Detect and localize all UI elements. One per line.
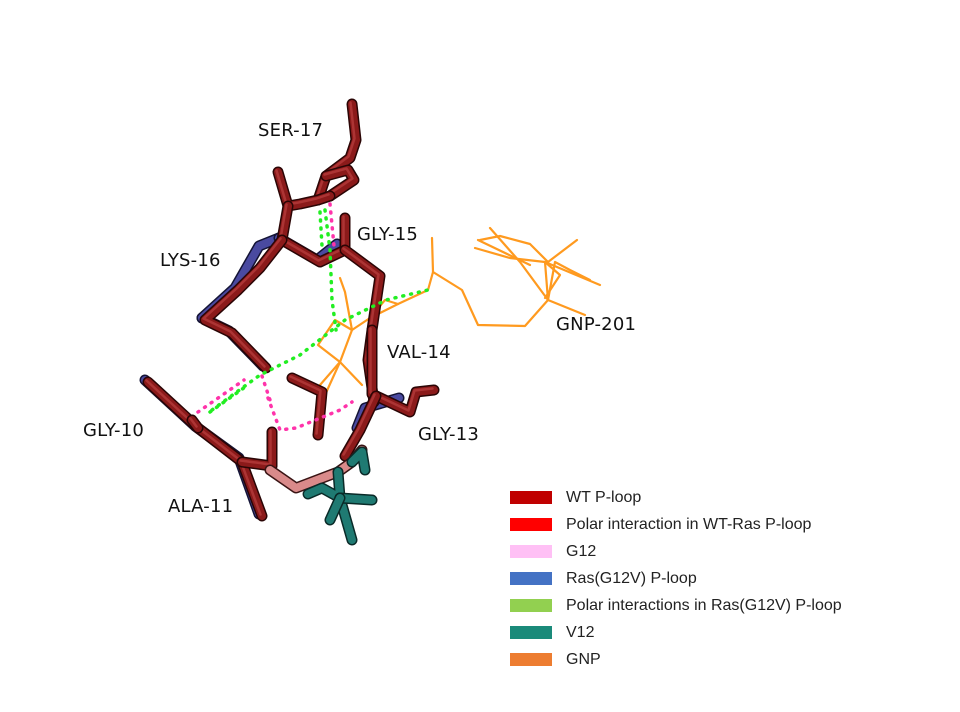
legend-label: G12 [566, 542, 597, 560]
legend-item-gnp: GNP [510, 646, 842, 673]
wt-bond-highlight [239, 429, 272, 466]
gnp-bond [338, 276, 354, 332]
wt-bond [341, 392, 380, 460]
legend-swatch [510, 599, 552, 612]
gnp-bond [488, 226, 587, 317]
polar-interaction-mutant [208, 383, 250, 414]
v12-bond [348, 448, 369, 474]
legend-label: Polar interaction in WT-Ras P-loop [566, 515, 812, 533]
polar-interaction-wt [266, 396, 354, 432]
legend-label: Polar interactions in Ras(G12V) P-loop [566, 596, 842, 614]
wt-bond [314, 100, 360, 204]
gnp-bond [543, 260, 562, 300]
wt-bond-highlight [145, 379, 262, 516]
gnp-bond [316, 318, 354, 364]
gnp-bond [430, 236, 435, 274]
legend-label: V12 [566, 623, 595, 641]
legend-label: GNP [566, 650, 601, 668]
legend: WT P-loop Polar interaction in WT-Ras P-… [510, 484, 842, 673]
legend-swatch [510, 572, 552, 585]
legend-item-v12: V12 [510, 619, 842, 646]
wt-bond-highlight [279, 203, 345, 262]
legend-swatch [510, 653, 552, 666]
v12-bond [326, 494, 344, 524]
gnp-ligand [316, 226, 602, 397]
label-gnp201: GNP-201 [556, 314, 637, 335]
legend-item-polar-wt: Polar interaction in WT-Ras P-loop [510, 511, 842, 538]
wt-bond-highlight [202, 237, 282, 368]
polar-interactions [196, 202, 430, 432]
polar-interaction-mutant [210, 288, 430, 412]
legend-swatch [510, 545, 552, 558]
wt-backbone [142, 98, 440, 522]
legend-item-g12: G12 [510, 538, 842, 565]
legend-item-wt-ploop: WT P-loop [510, 484, 842, 511]
gnp-bond [318, 360, 342, 387]
polar-interaction-mutant [318, 210, 324, 248]
label-ala11: ALA-11 [168, 496, 234, 517]
gnp-bond [476, 238, 532, 267]
label-gly13: GLY-13 [418, 424, 480, 445]
label-ser17: SER-17 [258, 120, 324, 141]
wt-bond [278, 202, 349, 266]
legend-item-polar-mutant: Polar interactions in Ras(G12V) P-loop [510, 592, 842, 619]
v12-bond [304, 468, 344, 502]
wt-bond-highlight [189, 417, 198, 428]
wt-bond-highlight [275, 169, 330, 206]
wt-bond-highlight [342, 393, 376, 456]
polar-interaction-wt [328, 202, 336, 248]
polar-interaction-wt [260, 374, 272, 402]
polar-interaction-wt [196, 378, 246, 414]
label-gly10: GLY-10 [83, 420, 145, 441]
label-lys16: LYS-16 [160, 250, 221, 271]
legend-swatch [510, 626, 552, 639]
wt-bond-highlight [315, 101, 356, 200]
gnp-bond [323, 260, 550, 397]
wt-bond-highlight [369, 327, 434, 412]
gnp-bond [546, 260, 592, 302]
legend-swatch [510, 491, 552, 504]
wt-bond-highlight [323, 167, 354, 196]
gnp-bond [473, 246, 602, 287]
label-gly15: GLY-15 [357, 224, 419, 245]
v12-residue [302, 446, 378, 546]
legend-label: WT P-loop [566, 488, 642, 506]
legend-item-mutant-ploop: Ras(G12V) P-loop [510, 565, 842, 592]
polar-interaction-mutant [323, 208, 338, 332]
gnp-bond [478, 234, 579, 264]
legend-swatch [510, 518, 552, 531]
legend-label: Ras(G12V) P-loop [566, 569, 697, 587]
wt-bond [368, 326, 438, 416]
label-val14: VAL-14 [387, 342, 451, 363]
gnp-bond [338, 360, 364, 387]
